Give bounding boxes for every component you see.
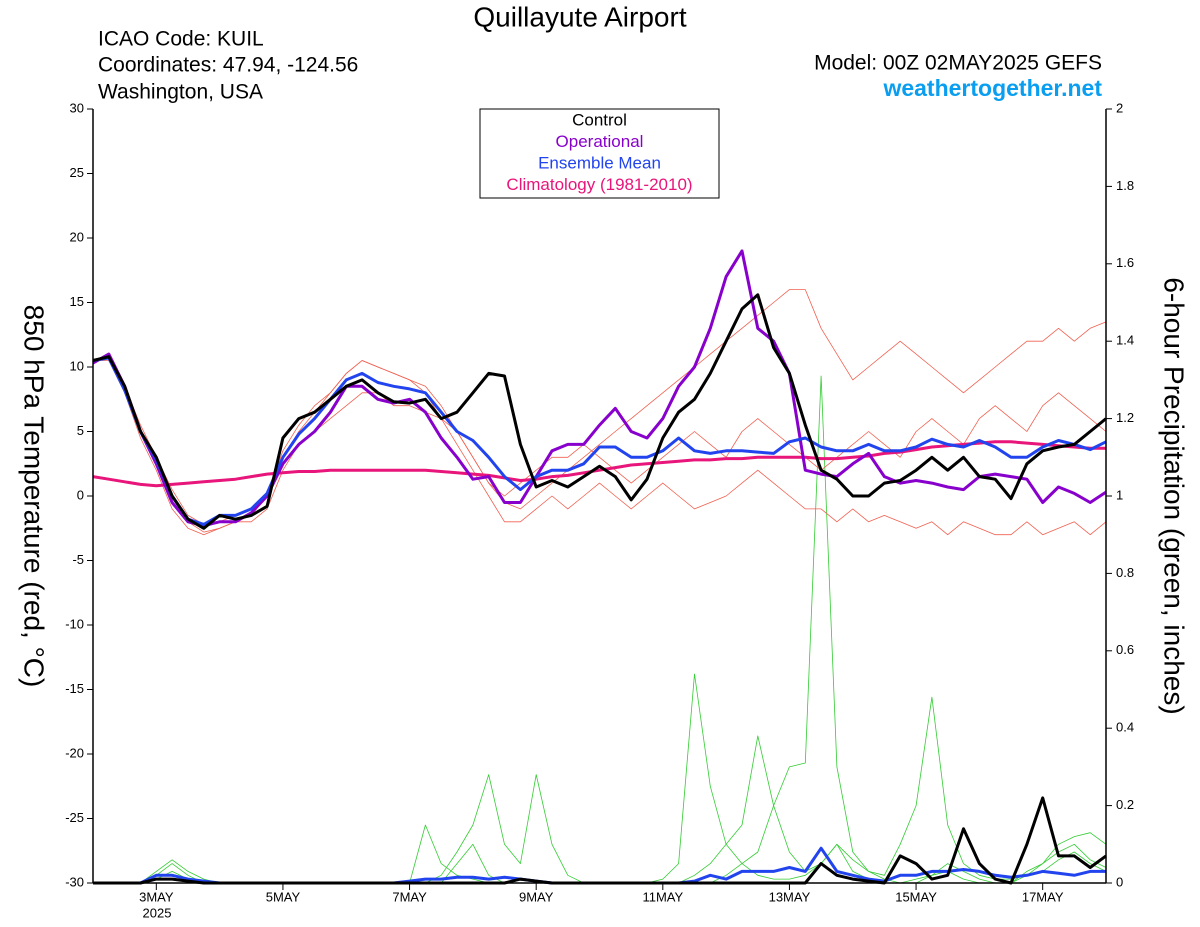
y-tick-label: -15: [65, 681, 84, 696]
y-tick-label: 0: [77, 487, 84, 502]
y2-axis-label: 6-hour Precipitation (green, inches): [1159, 277, 1190, 714]
y2-tick-label: 0: [1116, 874, 1123, 889]
legend-entry: Climatology (1981-2010): [506, 175, 692, 194]
chart-title: Quillayute Airport: [473, 1, 686, 32]
model-text: Model: 00Z 02MAY2025 GEFS: [814, 52, 1102, 75]
y2-tick-label: 0.6: [1116, 642, 1134, 657]
series-line: [92, 249, 1107, 528]
y-tick-label: -10: [65, 616, 84, 631]
site-text: weathertogether.net: [882, 75, 1102, 101]
y-tick-label: -25: [65, 810, 84, 825]
legend-entry: Ensemble Mean: [538, 153, 661, 172]
y-tick-label: -20: [65, 745, 84, 760]
info-text: Coordinates: 47.94, -124.56: [98, 54, 358, 77]
info-text: ICAO Code: KUIL: [98, 28, 264, 51]
x-tick-label: 7MAY: [392, 889, 427, 904]
series-line: [92, 293, 1107, 530]
legend: Control Operational Ensemble Mean Climatolo…: [479, 108, 720, 199]
y2-tick-label: 1.8: [1116, 178, 1134, 193]
series-line: [93, 360, 1107, 536]
y-tick-label: 30: [70, 100, 84, 115]
legend-entry: Control: [572, 110, 627, 129]
legend-box: [479, 108, 720, 199]
y-tick-label: 5: [77, 423, 84, 438]
x-tick-label: 17MAY: [1022, 889, 1064, 904]
info-text: Washington, USA: [98, 81, 263, 104]
y2-tick-label: 0.8: [1116, 565, 1134, 580]
y-axis-label: 850 hPa Temperature (red, °C): [19, 305, 50, 688]
y2-tick-label: 2: [1116, 100, 1123, 115]
y2-tick-label: 0.4: [1116, 720, 1134, 735]
y-tick-label: -30: [65, 874, 84, 889]
y2-tick-label: 1.6: [1116, 255, 1134, 270]
x-tick-label: 3MAY: [139, 889, 174, 904]
x-tick-label: 9MAY: [519, 889, 554, 904]
y2-tick-label: 1.4: [1116, 333, 1134, 348]
y-tick-label: 10: [70, 358, 84, 373]
x-tick-label: 11MAY: [642, 889, 683, 904]
x-tick-label: 13MAY: [769, 889, 811, 904]
series-line: [92, 356, 1107, 526]
axes: -30 -25 -20 -15 -10 -5 0 5 10 15 20 25 30 0 0.2 0.4 0.6 0…: [65, 100, 1134, 904]
y-tick-label: -5: [72, 552, 84, 567]
legend-entry: Operational: [556, 132, 644, 151]
x-tick-label: 5MAY: [266, 889, 301, 904]
x-tick-label: 15MAY: [895, 889, 937, 904]
y-tick-label: 15: [70, 294, 84, 309]
y2-tick-label: 1.2: [1116, 410, 1134, 425]
y-tick-label: 25: [70, 165, 84, 180]
y2-tick-label: 1: [1116, 487, 1123, 502]
y2-tick-label: 0.2: [1116, 797, 1134, 812]
y-tick-label: 20: [70, 229, 84, 244]
series-line: [92, 440, 1106, 488]
x-year-label: 2025: [143, 905, 172, 920]
